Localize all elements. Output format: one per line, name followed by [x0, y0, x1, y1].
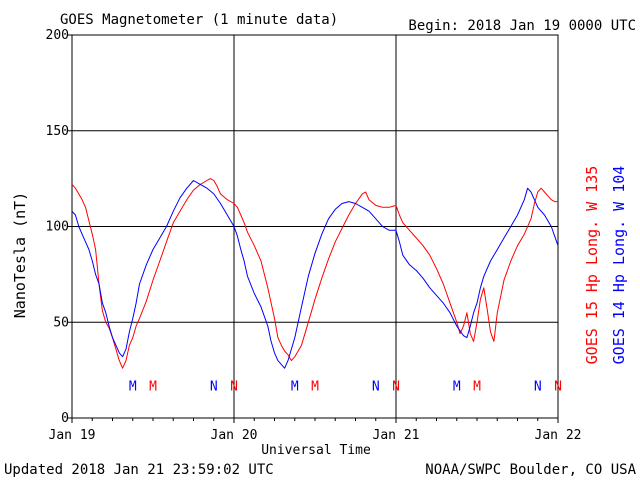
marker-M: M	[311, 379, 319, 394]
axis-ticks: 0 50 100 150 200 Jan 19 Jan 20 Jan 21 Jan 22	[46, 28, 582, 443]
series-line-goes14	[71, 180, 559, 369]
y-tick-label: 200	[46, 28, 69, 43]
marker-N: N	[372, 379, 380, 394]
y-axis-label: NanoTesla (nT)	[11, 192, 29, 318]
legend-goes14: GOES 14 Hp Long. W 104	[610, 166, 628, 365]
marker-N: N	[392, 379, 400, 394]
chart-title: GOES Magnetometer (1 minute data)	[60, 12, 338, 28]
x-axis-label: Universal Time	[261, 443, 371, 458]
marker-N: N	[554, 379, 562, 394]
marker-M: M	[473, 379, 481, 394]
series-lines	[71, 178, 559, 369]
begin-time: Begin: 2018 Jan 19 0000 UTC	[408, 18, 636, 34]
legend-goes15: GOES 15 Hp Long. W 135	[583, 166, 601, 365]
x-tick-label: Jan 21	[373, 428, 420, 443]
marker-M: M	[129, 379, 137, 394]
marker-M: M	[291, 379, 299, 394]
marker-N: N	[210, 379, 218, 394]
y-tick-label: 150	[46, 124, 69, 139]
grid-lines	[72, 35, 558, 418]
x-tick-label: Jan 22	[535, 428, 582, 443]
marker-N: N	[230, 379, 238, 394]
x-tick-label: Jan 20	[211, 428, 258, 443]
marker-M: M	[149, 379, 157, 394]
marker-M: M	[453, 379, 461, 394]
y-tick-label: 50	[53, 315, 69, 330]
x-tick-label: Jan 19	[49, 428, 96, 443]
credit: NOAA/SWPC Boulder, CO USA	[425, 462, 636, 478]
y-tick-label: 100	[46, 220, 69, 235]
series-line-goes15	[71, 178, 558, 369]
updated-time: Updated 2018 Jan 21 23:59:02 UTC	[4, 462, 274, 478]
y-tick-label: 0	[61, 411, 69, 426]
marker-N: N	[534, 379, 542, 394]
